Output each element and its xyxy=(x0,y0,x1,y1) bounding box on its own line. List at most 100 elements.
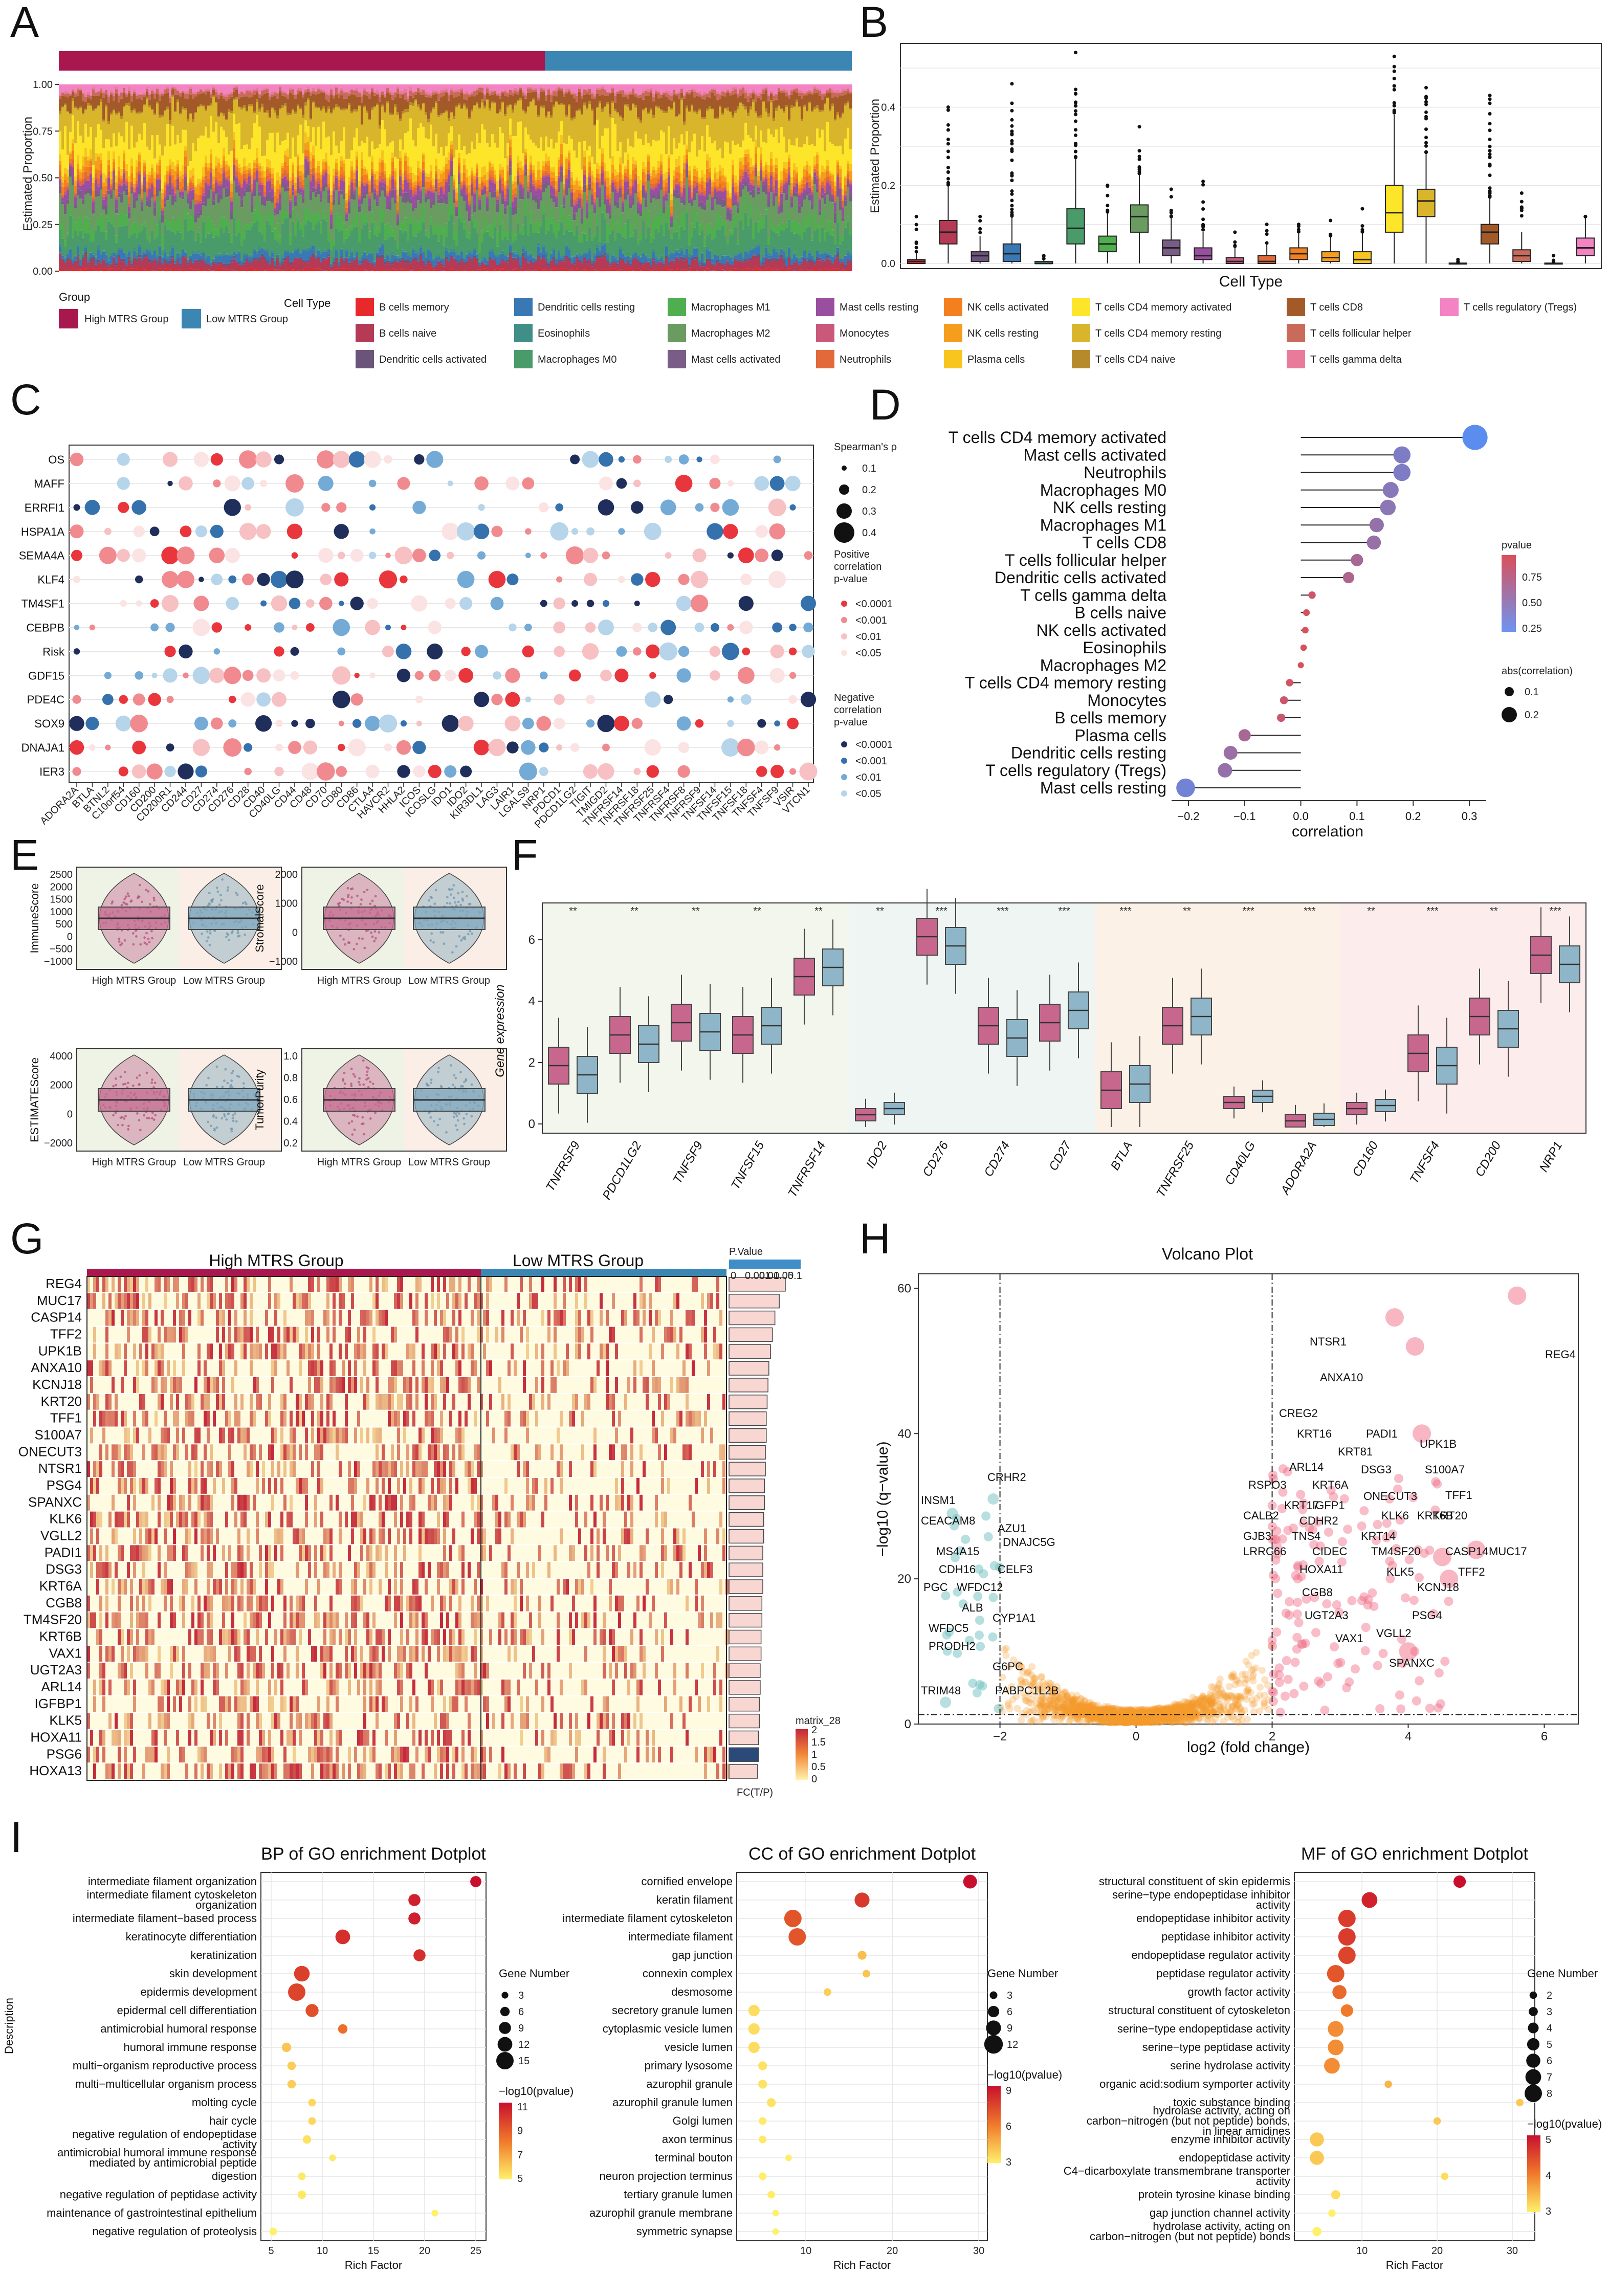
stack-segment xyxy=(394,255,397,260)
stack-segment xyxy=(494,170,497,175)
stack-segment xyxy=(92,190,95,197)
stack-segment xyxy=(110,263,113,265)
stack-segment xyxy=(263,250,267,251)
stack-segment xyxy=(220,112,223,114)
stack-segment xyxy=(79,230,82,259)
stack-segment xyxy=(558,87,561,90)
stack-segment xyxy=(358,269,361,271)
stack-segment xyxy=(304,251,307,261)
stack-segment xyxy=(432,90,435,93)
stack-segment xyxy=(274,110,277,113)
stack-segment xyxy=(194,205,197,215)
stack-segment xyxy=(59,230,62,244)
stack-segment xyxy=(110,189,113,190)
stack-segment xyxy=(350,170,354,179)
stack-segment xyxy=(361,229,364,255)
stack-segment xyxy=(517,84,520,90)
stack-segment xyxy=(435,92,438,94)
stack-segment xyxy=(537,184,540,188)
stack-segment xyxy=(524,258,527,260)
stack-segment xyxy=(110,147,113,171)
stack-segment xyxy=(402,84,405,91)
stack-segment xyxy=(350,225,354,231)
stack-segment xyxy=(609,84,612,92)
stack-segment xyxy=(348,201,351,207)
stack-segment xyxy=(133,89,136,92)
stack-segment xyxy=(118,167,121,171)
stack-segment xyxy=(233,148,236,158)
stack-segment xyxy=(304,105,307,121)
stack-segment xyxy=(350,181,354,183)
stack-segment xyxy=(489,180,492,189)
stack-segment xyxy=(256,250,259,254)
stack-segment xyxy=(212,261,215,263)
stack-segment xyxy=(402,149,405,174)
stack-segment xyxy=(371,223,374,253)
stack-segment xyxy=(535,262,538,270)
stack-segment xyxy=(317,194,320,213)
stack-segment xyxy=(422,183,425,187)
stack-segment xyxy=(141,95,144,100)
stack-segment xyxy=(317,161,320,166)
stack-segment xyxy=(588,173,591,176)
stack-segment xyxy=(604,214,607,219)
stack-segment xyxy=(550,118,553,139)
stack-segment xyxy=(156,196,159,225)
stack-segment xyxy=(542,176,545,178)
stack-segment xyxy=(384,113,387,129)
stack-segment xyxy=(100,171,103,174)
stack-segment xyxy=(330,222,333,229)
stack-segment xyxy=(138,94,141,95)
stack-segment xyxy=(540,258,543,260)
stack-segment xyxy=(120,116,123,119)
stack-segment xyxy=(77,169,80,175)
stack-segment xyxy=(297,257,300,259)
stack-segment xyxy=(583,84,586,89)
stack-segment xyxy=(207,198,210,216)
stack-segment xyxy=(228,112,231,155)
stack-segment xyxy=(593,125,597,164)
stack-segment xyxy=(384,177,387,181)
stack-segment xyxy=(61,226,64,239)
stack-segment xyxy=(358,260,361,264)
stack-segment xyxy=(292,251,295,253)
stack-segment xyxy=(453,199,456,204)
stack-segment xyxy=(161,249,164,257)
stack-segment xyxy=(123,269,126,271)
stack-segment xyxy=(542,173,545,176)
stack-segment xyxy=(448,220,451,252)
stack-segment xyxy=(568,258,571,260)
stack-segment xyxy=(182,240,185,249)
stack-segment xyxy=(279,84,282,86)
stack-segment xyxy=(84,246,87,248)
stack-segment xyxy=(286,95,290,99)
stack-segment xyxy=(130,110,134,113)
stack-segment xyxy=(540,91,543,106)
stack-segment xyxy=(389,270,392,271)
stack-segment xyxy=(373,190,377,193)
stack-segment xyxy=(95,256,98,259)
stack-segment xyxy=(542,246,545,255)
stack-segment xyxy=(92,165,95,178)
stack-segment xyxy=(141,269,144,271)
stack-segment xyxy=(573,98,576,117)
stack-segment xyxy=(179,195,182,198)
stack-segment xyxy=(276,92,279,94)
stack-segment xyxy=(350,178,354,182)
stack-segment xyxy=(632,197,635,205)
stack-segment xyxy=(445,84,448,89)
stack-segment xyxy=(330,95,333,113)
stack-segment xyxy=(371,162,374,169)
stack-segment xyxy=(583,233,586,252)
stack-segment xyxy=(215,122,218,157)
stack-segment xyxy=(174,264,177,265)
stack-segment xyxy=(542,105,545,108)
stack-segment xyxy=(593,204,597,208)
stack-segment xyxy=(491,177,494,180)
stack-segment xyxy=(67,188,70,190)
stack-segment xyxy=(611,103,614,118)
stack-segment xyxy=(133,94,136,108)
stack-segment xyxy=(634,253,637,257)
stack-segment xyxy=(258,270,261,271)
stack-segment xyxy=(67,97,70,112)
